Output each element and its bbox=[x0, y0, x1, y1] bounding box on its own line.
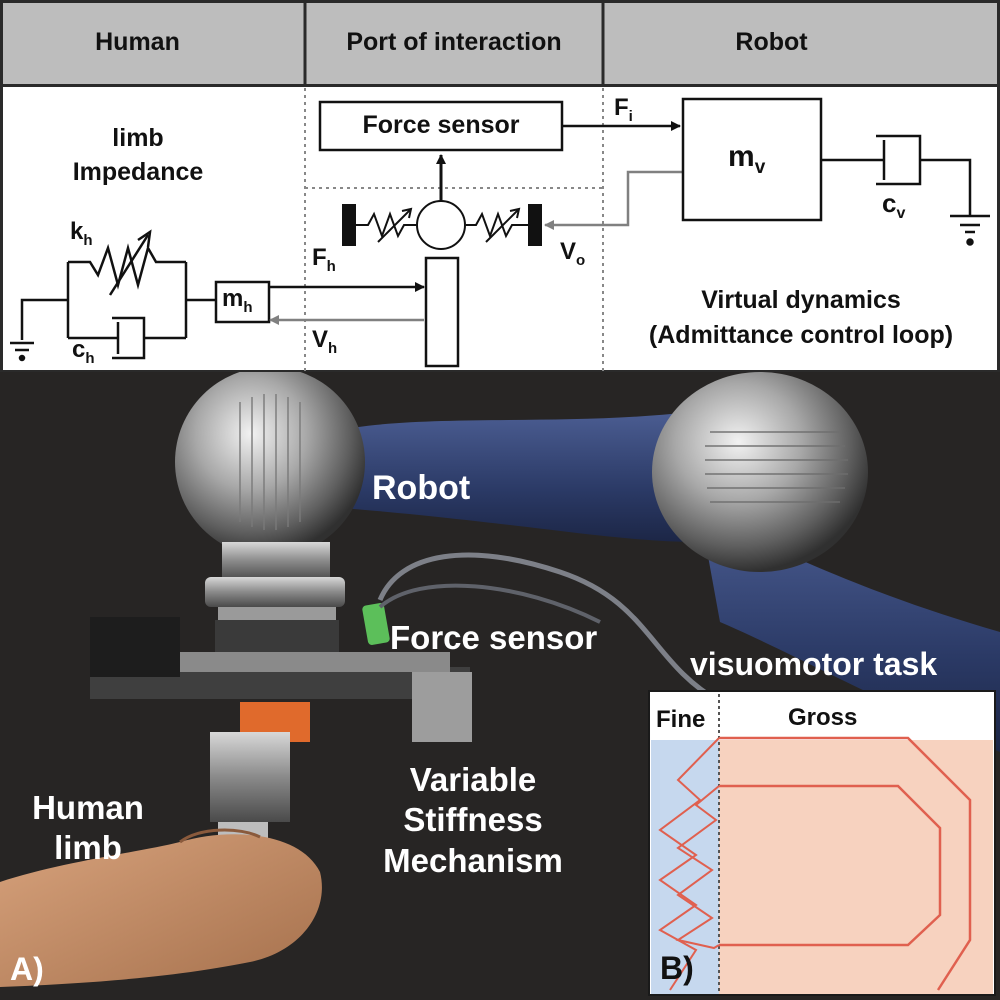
interaction-diagram bbox=[0, 0, 1000, 372]
header-robot-label: Robot bbox=[735, 27, 808, 56]
vsm-line1: Variable bbox=[409, 761, 537, 798]
vo-label: Vo bbox=[560, 238, 585, 269]
vo-symbol: V bbox=[560, 238, 577, 265]
panel-a-label: A) bbox=[10, 951, 44, 987]
cv-symbol: c bbox=[882, 188, 897, 218]
vo-arrow bbox=[544, 170, 683, 230]
visuomotor-task-inset bbox=[648, 690, 996, 996]
fh-sub: h bbox=[326, 257, 336, 275]
virtual-dynamics-line1: Virtual dynamics bbox=[701, 286, 901, 314]
header-human: Human bbox=[0, 0, 305, 87]
limb-impedance-label: limb Impedance bbox=[48, 122, 228, 190]
mh-sub: h bbox=[243, 298, 253, 316]
inset-gross-label: Gross bbox=[788, 704, 858, 731]
human-limb-line1: Human bbox=[32, 789, 144, 826]
vh-sub: h bbox=[328, 339, 338, 357]
handle-bar bbox=[424, 256, 460, 368]
fine-path-inner bbox=[675, 785, 720, 950]
vh-label: Vh bbox=[312, 326, 337, 357]
virtual-dynamics-label: Virtual dynamics (Admittance control loo… bbox=[606, 283, 996, 353]
mh-label: mh bbox=[222, 285, 253, 316]
human-limb-line2: limb bbox=[54, 829, 122, 867]
cv-label: cv bbox=[882, 188, 905, 223]
vh-symbol: V bbox=[312, 326, 329, 353]
inset-fine-label: Fine bbox=[656, 706, 706, 733]
photo-vsm-label: Variable Stiffness Mechanism bbox=[358, 760, 588, 881]
header-port-label: Port of interaction bbox=[346, 27, 562, 56]
header-human-label: Human bbox=[95, 27, 180, 56]
force-sensor-box bbox=[318, 100, 564, 152]
vsm-line2: Stiffness bbox=[403, 801, 543, 839]
vsm-line3: Mechanism bbox=[383, 841, 563, 879]
virtual-damper bbox=[821, 134, 990, 246]
photo-visuomotor-label: visuomotor task bbox=[690, 646, 938, 682]
mv-label: mv bbox=[728, 140, 765, 179]
human-mass-box bbox=[214, 280, 271, 324]
force-sensor-label: Force sensor bbox=[362, 111, 520, 139]
fi-symbol: F bbox=[614, 94, 629, 121]
ch-symbol: c bbox=[72, 336, 86, 363]
fi-sub: i bbox=[628, 107, 633, 125]
kh-symbol: k bbox=[70, 218, 84, 245]
kh-sub: h bbox=[83, 231, 93, 249]
mv-sub: v bbox=[754, 157, 766, 178]
mh-symbol: m bbox=[222, 285, 244, 312]
panel-b-label: B) bbox=[660, 950, 694, 986]
mv-symbol: m bbox=[728, 140, 755, 173]
gross-outer-path bbox=[719, 736, 972, 991]
header-robot: Robot bbox=[603, 0, 1000, 87]
limb-impedance-network bbox=[10, 229, 216, 362]
virtual-dynamics-line2: (Admittance control loop) bbox=[648, 321, 954, 349]
fh-label: Fh bbox=[312, 244, 336, 275]
header-port: Port of interaction bbox=[305, 0, 603, 87]
limb-impedance-line2: Impedance bbox=[72, 157, 204, 186]
photo-human-limb-label: Human limb bbox=[8, 788, 168, 869]
fi-label: Fi bbox=[614, 94, 633, 125]
vo-sub: o bbox=[576, 251, 586, 269]
gross-region bbox=[719, 740, 993, 994]
gross-inner-path bbox=[719, 784, 942, 947]
fh-symbol: F bbox=[312, 244, 327, 271]
robot-mass-box bbox=[681, 97, 823, 222]
limb-impedance-line1: limb bbox=[112, 124, 164, 152]
ch-label: ch bbox=[72, 336, 95, 367]
photo-robot-label: Robot bbox=[372, 469, 471, 507]
port-spring-element bbox=[342, 200, 542, 250]
ch-sub: h bbox=[85, 349, 95, 367]
photo-force-sensor-label: Force sensor bbox=[390, 619, 598, 656]
cv-sub: v bbox=[896, 205, 906, 223]
kh-label: kh bbox=[70, 218, 93, 249]
